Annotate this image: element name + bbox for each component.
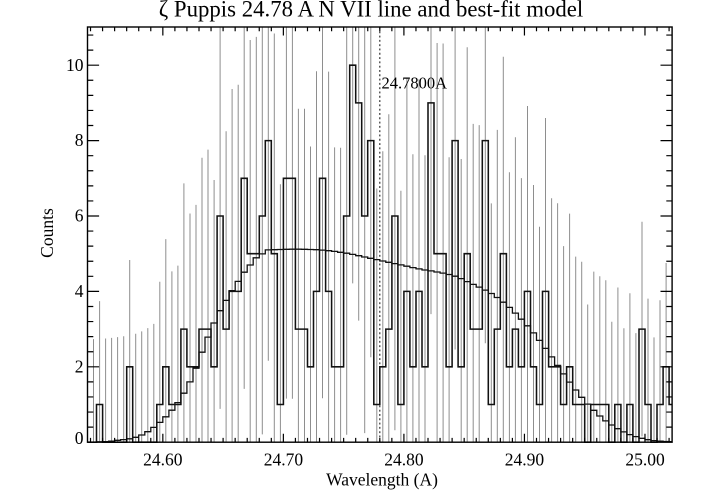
svg-text:24.70: 24.70 (264, 450, 304, 470)
svg-text:Wavelength (A): Wavelength (A) (326, 470, 438, 490)
svg-text:24.7800A: 24.7800A (382, 74, 448, 93)
svg-text:2: 2 (75, 356, 84, 376)
svg-text:8: 8 (75, 130, 84, 150)
svg-text:24.90: 24.90 (505, 450, 545, 470)
svg-text:24.60: 24.60 (143, 450, 183, 470)
svg-text:4: 4 (75, 281, 84, 301)
svg-text:6: 6 (75, 206, 84, 226)
svg-text:Counts: Counts (37, 208, 57, 258)
svg-text:24.80: 24.80 (384, 450, 424, 470)
svg-text:0: 0 (75, 428, 84, 448)
svg-text:10: 10 (66, 55, 84, 75)
svg-text:ζ Puppis 24.78 A N VII line an: ζ Puppis 24.78 A N VII line and best-fit… (159, 0, 583, 23)
svg-text:25.00: 25.00 (625, 450, 665, 470)
